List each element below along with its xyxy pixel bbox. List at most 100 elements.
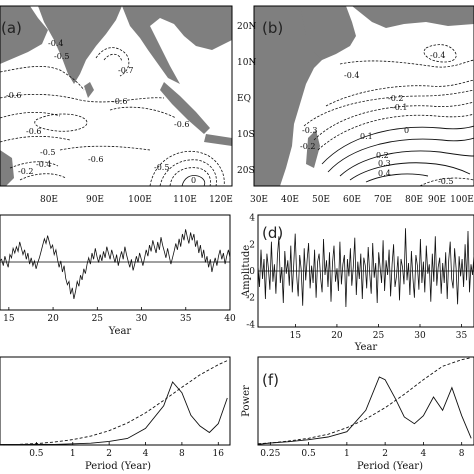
panel-f-frame	[257, 356, 474, 446]
panel-f-y-axis-label: Power	[241, 385, 252, 417]
panel-a-x-tick: 100E	[128, 195, 152, 205]
panel-e-frame	[0, 356, 231, 446]
panel-b-frame	[253, 5, 474, 187]
panel-f-x-tick-label: 0.25	[260, 449, 280, 459]
contour-label: -0.4	[48, 39, 63, 48]
panel-e-series-group	[0, 360, 228, 446]
panel-c-series-group	[0, 229, 231, 299]
panel-b-contour	[325, 79, 474, 107]
panel-e-x-tick-label: 2	[106, 449, 112, 459]
panel-a-frame	[0, 5, 233, 187]
contour-label: 0.1	[360, 132, 373, 141]
panel-a-land-java	[204, 134, 232, 146]
panel-f-dashed-line	[257, 357, 472, 445]
panel-c-tick-group: 15 20 25 30 35 40	[3, 307, 236, 324]
panel-c-series-line	[0, 229, 231, 299]
panel-c-x-axis-label: Year	[108, 326, 132, 337]
contour-label: 0.2	[376, 151, 389, 160]
panel-d-y-tick-label: 4	[249, 214, 255, 224]
contour-label: 0.3	[378, 159, 391, 168]
panel-b-y-tick: 10N	[237, 58, 256, 68]
contour-label: -0.5	[438, 177, 453, 186]
panel-b-contour	[349, 162, 471, 181]
panel-d-x-tick-label: 25	[373, 331, 385, 341]
panel-a-label: (a)	[1, 19, 22, 37]
panel-b-contour	[339, 59, 474, 68]
panel-a-contour	[149, 150, 225, 187]
panel-a-contour	[0, 93, 165, 103]
contour-label: -0.2	[18, 167, 33, 176]
panel-e-tick-group: 0.5 1 2 4 8 16	[29, 442, 224, 459]
panel-d-x-tick-label: 35	[456, 331, 468, 341]
panel-b-land-arabia	[300, 6, 356, 60]
contour-label: 0.4	[378, 169, 391, 178]
panel-b-x-tick: 50E	[312, 195, 330, 205]
panel-a-contour	[9, 161, 59, 169]
panel-c-x-tick-label: 40	[224, 314, 236, 324]
panel-b-x-tick: 40E	[281, 195, 299, 205]
panel-f-series-group	[257, 357, 472, 445]
contour-label: 0	[404, 126, 409, 135]
panel-a-contour	[181, 175, 206, 187]
contour-label: -0.4	[430, 51, 445, 60]
contour-label: -0.7	[118, 66, 133, 75]
panel-a-contour	[59, 145, 151, 151]
panel-a-x-tick: 120E	[209, 195, 233, 205]
contour-label: -0.5	[54, 52, 69, 61]
panel-b-y-tick: 10S	[237, 130, 255, 140]
panel-d-series-group	[257, 228, 474, 308]
panel-b-contour	[339, 150, 474, 177]
panel-c-x-tick-label: 30	[136, 314, 148, 324]
panel-a-land-southeast-asia	[122, 6, 232, 84]
contour-label: -0.5	[154, 163, 169, 172]
panel-a-contour	[159, 159, 217, 187]
panel-e-spectrum: 0.5 1 2 4 8 16 Period (Year)	[0, 356, 231, 472]
panel-c-x-tick-label: 25	[92, 314, 104, 324]
panel-b-contour	[327, 137, 474, 173]
panel-a-contour	[34, 113, 88, 132]
panel-a-contour	[0, 135, 71, 143]
panel-b-contour	[365, 173, 429, 183]
panel-f-x-tick-label: 0.5	[301, 449, 316, 459]
panel-b-contour	[317, 113, 474, 151]
panel-b-x-tick: 70E	[374, 195, 392, 205]
panel-b-contour	[303, 89, 474, 127]
panel-b-x-tick: 60E	[343, 195, 361, 205]
panel-b-y-tick: 20N	[237, 22, 256, 32]
contour-label: -0.3	[302, 126, 317, 135]
contour-label: -0.6	[112, 97, 127, 106]
contour-label: -0.4	[344, 71, 359, 80]
contour-label: -0.2	[300, 142, 315, 151]
panel-b-map: (b) -0.4 -0.4 -0.2 -0.1 -0.3 -0.2 0.1 0 …	[237, 5, 474, 205]
panel-a-x-tick: 110E	[173, 195, 197, 205]
panel-a-contour	[0, 112, 61, 119]
panel-a-contour	[169, 167, 211, 187]
panel-d-y-axis-label: Amplitude	[241, 245, 252, 298]
panel-b-contour	[321, 125, 474, 165]
panel-b-land-madagascar	[306, 130, 320, 168]
panel-f-x-tick-label: 4	[421, 449, 427, 459]
panel-f-tick-group: 0.25 0.5 1 2 4 8	[260, 442, 465, 459]
panel-d-y-tick-label: -4	[246, 320, 255, 330]
panel-e-dashed-line	[0, 360, 228, 446]
panel-f-spectrum: 0.25 0.5 1 2 4 8 (f) Power Period (Year)	[241, 356, 474, 472]
panel-d-x-tick-label: 30	[414, 331, 426, 341]
panel-f-x-tick-label: 8	[459, 449, 465, 459]
panel-b-x-tick: 90E	[428, 195, 446, 205]
panel-d-y-tick-label: 0	[249, 267, 255, 277]
contour-label: -0.4	[36, 160, 51, 169]
panel-e-x-tick-label: 16	[213, 449, 225, 459]
panel-c-frame	[0, 214, 231, 311]
panel-e-x-tick-label: 0.5	[29, 449, 44, 459]
panel-f-x-tick-label: 2	[382, 449, 388, 459]
panel-d-x-tick-label: 15	[290, 331, 302, 341]
contour-label: -0.6	[174, 120, 189, 129]
panel-c-x-tick-label: 35	[180, 314, 192, 324]
panel-d-x-axis-label: Year	[354, 342, 378, 353]
contour-label: -0.5	[40, 148, 55, 157]
panel-c-x-tick-label: 20	[47, 314, 59, 324]
panel-a-contour	[109, 106, 177, 119]
